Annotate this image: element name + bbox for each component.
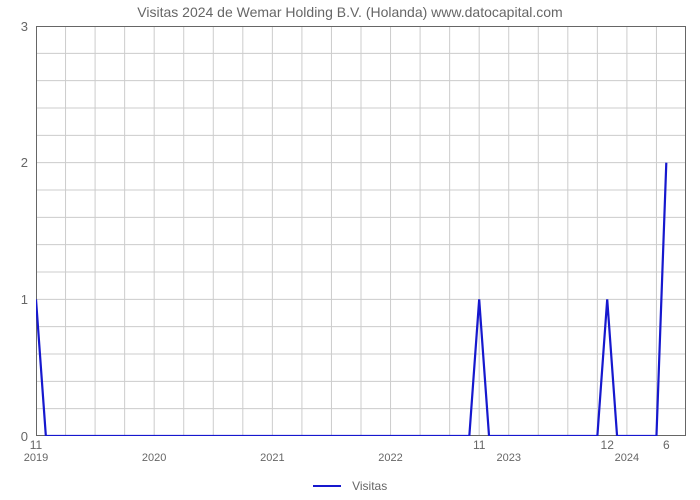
chart-title-text: Visitas 2024 de Wemar Holding B.V. (Hola… <box>137 4 562 20</box>
data-point-label: 11 <box>473 438 485 452</box>
xtick-label: 2021 <box>260 452 284 464</box>
chart-title: Visitas 2024 de Wemar Holding B.V. (Hola… <box>0 4 700 20</box>
data-point-label: 12 <box>601 438 614 452</box>
ytick-label: 0 <box>0 429 28 444</box>
ytick-label: 1 <box>0 292 28 307</box>
xtick-label: 2019 <box>24 452 48 464</box>
data-point-label: 6 <box>663 438 670 452</box>
legend: Visitas <box>0 478 700 493</box>
data-point-label: 11 <box>30 438 42 452</box>
chart-container: Visitas 2024 de Wemar Holding B.V. (Hola… <box>0 0 700 500</box>
plot-area <box>36 26 686 436</box>
ytick-label: 3 <box>0 19 28 34</box>
xtick-label: 2023 <box>496 452 520 464</box>
plot-svg <box>36 26 686 436</box>
legend-swatch <box>313 485 341 487</box>
ytick-label: 2 <box>0 155 28 170</box>
xtick-label: 2024 <box>615 452 639 464</box>
xtick-label: 2022 <box>378 452 402 464</box>
legend-label: Visitas <box>352 479 387 493</box>
xtick-label: 2020 <box>142 452 166 464</box>
